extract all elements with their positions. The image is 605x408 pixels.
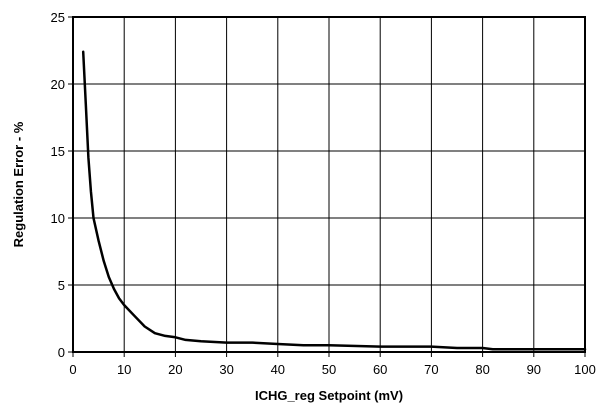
x-tick-label: 40 [271, 362, 285, 377]
y-tick-label: 0 [58, 345, 65, 360]
x-tick-label: 90 [527, 362, 541, 377]
grid-lines [73, 17, 585, 352]
x-tick-label: 30 [219, 362, 233, 377]
x-tick-label: 50 [322, 362, 336, 377]
x-axis-ticks: 0 10 20 30 40 50 60 70 80 90 100 [69, 352, 596, 377]
y-tick-label: 15 [51, 144, 65, 159]
x-tick-label: 70 [424, 362, 438, 377]
y-axis-label: Regulation Error - % [11, 121, 26, 247]
y-axis-ticks: 0 5 10 15 20 25 [51, 10, 73, 360]
series-line [81, 50, 587, 351]
x-tick-label: 10 [117, 362, 131, 377]
y-tick-label: 25 [51, 10, 65, 25]
x-tick-label: 80 [475, 362, 489, 377]
x-tick-label: 100 [574, 362, 596, 377]
x-tick-label: 0 [69, 362, 76, 377]
x-axis-label: ICHG_reg Setpoint (mV) [255, 388, 403, 403]
x-tick-label: 60 [373, 362, 387, 377]
series-group [81, 50, 587, 351]
x-tick-label: 20 [168, 362, 182, 377]
y-tick-label: 5 [58, 278, 65, 293]
y-tick-label: 20 [51, 77, 65, 92]
y-tick-label: 10 [51, 211, 65, 226]
